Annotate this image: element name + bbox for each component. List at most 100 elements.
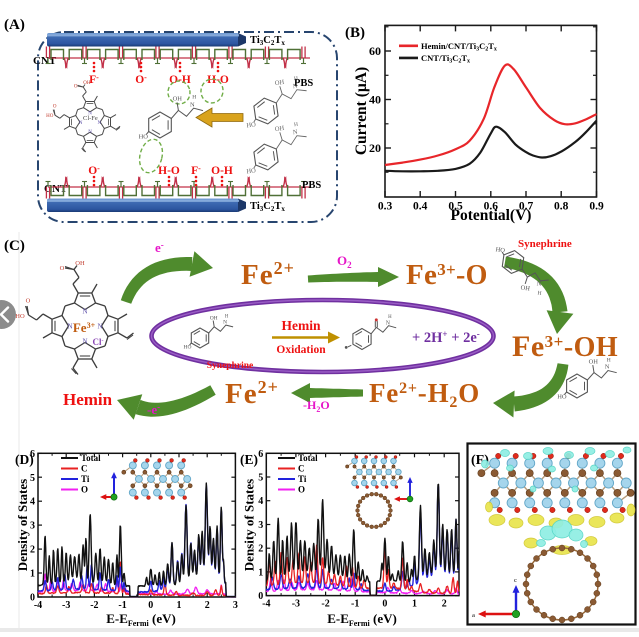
svg-text:0: 0	[258, 591, 263, 602]
svg-text:H: H	[388, 315, 392, 320]
svg-text:O-H: O-H	[211, 165, 233, 177]
svg-text:OH: OH	[589, 359, 599, 366]
svg-text:Synephrine: Synephrine	[207, 361, 253, 371]
svg-text:H: H	[225, 315, 229, 320]
svg-text:HO: HO	[139, 134, 149, 141]
svg-text:6: 6	[258, 449, 263, 460]
svg-text:2: 2	[258, 544, 263, 555]
svg-text:-1: -1	[118, 600, 126, 611]
svg-text:-3: -3	[62, 600, 70, 611]
svg-text:2: 2	[30, 545, 35, 556]
svg-text:PBS: PBS	[294, 78, 313, 89]
svg-text:Total: Total	[81, 453, 101, 463]
svg-text:40: 40	[369, 93, 381, 107]
svg-text:HO: HO	[557, 394, 567, 401]
svg-text:Ti3C2Tx: Ti3C2Tx	[250, 35, 285, 47]
svg-text:N: N	[292, 129, 298, 137]
svg-text:3: 3	[30, 521, 35, 532]
svg-text:-2: -2	[321, 599, 329, 610]
svg-text:Current (µA): Current (µA)	[353, 67, 370, 155]
svg-text:3: 3	[233, 600, 238, 611]
svg-text:(E): (E)	[240, 452, 258, 467]
svg-text:4: 4	[30, 497, 35, 508]
svg-text:H-O: H-O	[158, 165, 180, 177]
svg-text:E-EFermi (eV): E-EFermi (eV)	[106, 611, 176, 628]
svg-text:OH: OH	[274, 125, 285, 133]
svg-text:N: N	[536, 280, 542, 288]
svg-text:CNT: CNT	[33, 55, 57, 67]
svg-text:N: N	[88, 130, 92, 135]
svg-text:0.9: 0.9	[589, 201, 604, 213]
svg-text:E-EFermi (eV): E-EFermi (eV)	[327, 611, 397, 628]
svg-text:H: H	[607, 358, 611, 364]
svg-text:5: 5	[30, 473, 35, 484]
svg-text:H: H	[294, 122, 299, 128]
svg-text:C: C	[81, 464, 88, 474]
svg-text:O: O	[53, 104, 57, 109]
svg-text:-1: -1	[351, 599, 359, 610]
svg-text:1: 1	[177, 600, 182, 611]
svg-text:N: N	[292, 83, 298, 91]
svg-text:Fe2+-H2O: Fe2+-H2O	[369, 378, 480, 411]
svg-text:4: 4	[258, 496, 263, 507]
svg-text:N: N	[67, 322, 72, 330]
svg-text:0: 0	[382, 599, 387, 610]
svg-text:H: H	[537, 290, 542, 296]
svg-text:20: 20	[369, 141, 381, 155]
svg-text:+ 2H+ + 2e-: + 2H+ + 2e-	[412, 329, 480, 346]
svg-text:-4: -4	[262, 599, 270, 610]
svg-text:Ti: Ti	[81, 474, 90, 484]
svg-text:OH: OH	[520, 284, 531, 292]
svg-text:O-: O-	[88, 164, 100, 177]
svg-text:Synephrine: Synephrine	[518, 238, 572, 250]
svg-text:Ti: Ti	[298, 474, 307, 484]
svg-text:a: a	[472, 612, 475, 619]
svg-text:(A): (A)	[4, 17, 25, 33]
svg-text:0.4: 0.4	[413, 201, 428, 213]
svg-text:H-O: H-O	[207, 74, 229, 86]
svg-text:Hemin: Hemin	[63, 390, 113, 409]
svg-text:N: N	[223, 320, 227, 326]
svg-text:-H2O: -H2O	[303, 398, 330, 414]
svg-text:HO: HO	[46, 114, 54, 119]
svg-text:N: N	[97, 322, 102, 330]
svg-text:N: N	[79, 121, 83, 126]
svg-text:0.6: 0.6	[484, 201, 499, 213]
svg-text:H: H	[192, 95, 196, 101]
svg-text:2: 2	[442, 599, 447, 610]
svg-text:1: 1	[412, 599, 417, 610]
svg-text:-3: -3	[292, 599, 300, 610]
svg-text:Potential(V): Potential(V)	[451, 207, 532, 224]
svg-text:F-: F-	[191, 164, 201, 177]
svg-text:Density of States: Density of States	[242, 479, 257, 571]
svg-text:PBS: PBS	[302, 180, 321, 191]
svg-text:O: O	[81, 485, 88, 495]
svg-text:O: O	[26, 298, 31, 305]
svg-text:3: 3	[258, 520, 263, 531]
svg-text:OH: OH	[75, 260, 85, 267]
svg-text:0.3: 0.3	[378, 201, 393, 213]
svg-text:c: c	[514, 577, 517, 584]
svg-text:-4: -4	[34, 600, 42, 611]
svg-text:6: 6	[30, 449, 35, 460]
svg-text:N: N	[386, 320, 391, 326]
svg-text:e-: e-	[155, 240, 164, 255]
svg-text:Fe3+-OH: Fe3+-OH	[512, 330, 618, 363]
svg-text:HO: HO	[495, 246, 506, 254]
svg-text:(D): (D)	[15, 452, 34, 467]
svg-text:OH: OH	[83, 81, 91, 86]
svg-text:0: 0	[148, 600, 153, 611]
svg-text:Ti3C2Tx: Ti3C2Tx	[250, 201, 285, 213]
svg-text:CNT/Ti3C2Tx: CNT/Ti3C2Tx	[421, 53, 470, 65]
svg-text:Density of States: Density of States	[15, 479, 30, 571]
svg-text:Cl-: Cl-	[93, 337, 104, 347]
svg-text:N: N	[88, 112, 92, 117]
svg-text:HO: HO	[246, 167, 257, 175]
svg-text:HO: HO	[184, 345, 192, 351]
svg-text:Oxidation: Oxidation	[276, 344, 326, 356]
svg-text:OH: OH	[274, 79, 285, 87]
svg-text:OH: OH	[210, 315, 218, 321]
svg-text:O: O	[74, 84, 78, 89]
svg-text:N: N	[97, 121, 101, 126]
svg-text:-e-: -e-	[147, 402, 160, 417]
